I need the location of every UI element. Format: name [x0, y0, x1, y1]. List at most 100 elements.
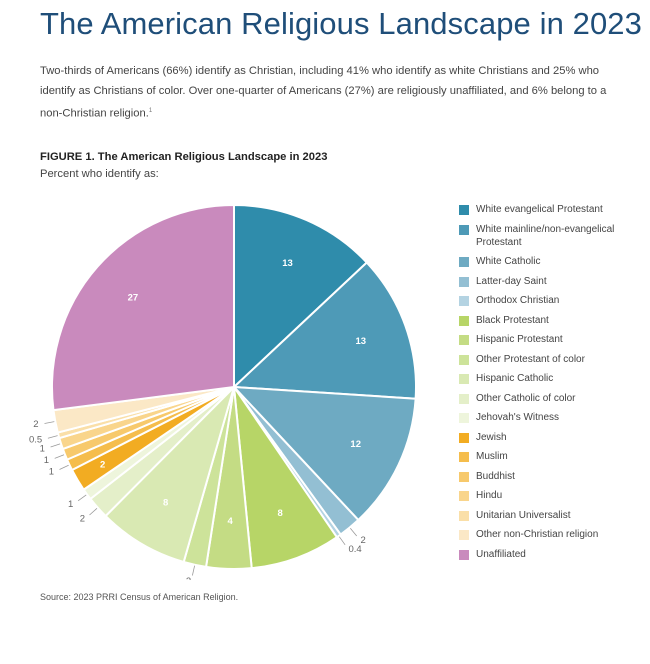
data-label-black-protestant: 8 [277, 508, 282, 519]
figure-subtitle: Percent who identify as: [40, 168, 159, 180]
pie-slices [50, 203, 417, 570]
leader-line-jehovah-s-witness [77, 494, 87, 502]
data-label-latter-day-saint: 2 [361, 535, 366, 546]
legend-label: Muslim [476, 451, 508, 462]
data-label-hispanic-catholic: 8 [163, 498, 168, 509]
pie-slice-unaffiliated [50, 203, 235, 412]
leader-line-other-protestant-of-color [192, 565, 195, 576]
legend-item-orthodox-christian: Orthodox Christian [459, 294, 644, 307]
leader-line-buddhist [54, 454, 65, 459]
leader-line-latter-day-saint [349, 528, 358, 537]
legend-label: Other Protestant of color [476, 353, 585, 365]
legend-item-hispanic-protestant: Hispanic Protestant [459, 333, 644, 346]
legend-label: Hindu [476, 490, 503, 501]
legend-item-other-non-christian-religion: Other non-Christian religion [459, 528, 644, 541]
legend-item-unitarian-universalist: Unitarian Universalist [459, 509, 644, 522]
legend-label: Hispanic Catholic [476, 373, 554, 384]
legend-swatch [459, 510, 469, 521]
legend-swatch [459, 374, 469, 384]
legend-label: White mainline/non-evangelical Protestan… [476, 223, 615, 248]
page-title: The American Religious Landscape in 2023 [40, 6, 642, 41]
legend-item-buddhist: Buddhist [459, 470, 644, 483]
pie-slice-black-protestant [233, 386, 339, 570]
leader-line-unitarian-universalist [47, 435, 58, 439]
legend-swatch [459, 276, 469, 287]
data-label-other-protestant-of-color: 2 [186, 576, 191, 580]
figure-label: FIGURE 1. The American Religious Landsca… [40, 151, 328, 163]
legend-label: Unitarian Universalist [476, 509, 571, 521]
legend-item-latter-day-saint: Latter-day Saint [459, 275, 644, 288]
legend-item-jewish: Jewish [459, 431, 644, 444]
legend-label: Jewish [476, 431, 507, 443]
intro-paragraph: Two-thirds of Americans (66%) identify a… [40, 61, 620, 124]
legend-swatch [459, 354, 469, 365]
footnote-marker: 1 [148, 108, 153, 114]
legend-label: Hispanic Protestant [476, 334, 563, 345]
data-label-hindu: 1 [40, 443, 45, 454]
legend-label: Jehovah's Witness [476, 412, 560, 423]
legend-item-other-protestant-of-color: Other Protestant of color [459, 353, 644, 366]
data-label-white-evangelical-protestant: 13 [282, 258, 293, 269]
legend-swatch [459, 432, 469, 443]
data-label-muslim: 1 [49, 467, 54, 478]
pie-leader-lines [44, 421, 358, 576]
legend-item-unaffiliated: Unaffiliated [459, 548, 644, 561]
leader-line-hindu [50, 443, 61, 448]
legend-swatch [459, 257, 469, 267]
legend-item-jehovah-s-witness: Jehovah's Witness [459, 411, 644, 424]
legend-swatch [459, 205, 469, 215]
data-label-other-non-christian-religion: 2 [33, 419, 38, 430]
legend-swatch [459, 452, 469, 462]
legend-label: Buddhist [476, 470, 515, 482]
legend-swatch [459, 491, 469, 501]
pie-slice-white-catholic [231, 385, 417, 522]
legend-label: Other Catholic of color [476, 392, 576, 404]
legend-label: Black Protestant [476, 314, 549, 326]
leader-line-other-catholic-of-color [89, 508, 98, 516]
legend-label: Unaffiliated [476, 548, 526, 560]
legend-swatch [459, 549, 469, 560]
data-label-unitarian-universalist: 0.5 [29, 434, 42, 445]
legend-label: White evangelical Protestant [476, 204, 603, 215]
legend-item-hindu: Hindu [459, 489, 644, 502]
pie-slice-white-evangelical-protestant [233, 203, 369, 390]
legend-swatch [459, 335, 469, 345]
data-label-buddhist: 1 [44, 455, 49, 466]
legend-item-black-protestant: Black Protestant [459, 314, 644, 327]
leader-line-other-non-christian-religion [44, 421, 55, 424]
legend-swatch [459, 315, 469, 326]
data-label-unaffiliated: 27 [128, 293, 139, 304]
pie-slice-hispanic-catholic [104, 386, 235, 564]
legend-swatch [459, 530, 469, 540]
intro-text: Two-thirds of Americans (66%) identify a… [40, 65, 607, 120]
legend-swatch [459, 393, 469, 404]
legend-label: Other non-Christian religion [476, 529, 599, 540]
leader-line-muslim [59, 464, 69, 470]
legend-item-white-mainline-non-evangelical-protestant: White mainline/non-evangelical Protestan… [459, 223, 644, 249]
data-label-other-catholic-of-color: 2 [80, 513, 85, 524]
data-label-hispanic-protestant: 4 [228, 516, 234, 527]
legend-item-white-evangelical-protestant: White evangelical Protestant [459, 203, 644, 216]
source-note: Source: 2023 PRRI Census of American Rel… [40, 592, 239, 602]
legend-swatch [459, 224, 469, 235]
legend-item-white-catholic: White Catholic [459, 255, 644, 268]
pie-slice-white-mainline-non-evangelical-protestant [231, 261, 417, 400]
leader-line-orthodox-christian [338, 536, 346, 546]
legend-item-hispanic-catholic: Hispanic Catholic [459, 372, 644, 385]
legend-item-muslim: Muslim [459, 450, 644, 463]
legend-swatch [459, 296, 469, 306]
data-label-white-mainline-non-evangelical-protestant: 13 [356, 336, 367, 347]
legend-item-other-catholic-of-color: Other Catholic of color [459, 392, 644, 405]
legend-swatch [459, 471, 469, 482]
data-label-orthodox-christian: 0.4 [349, 544, 362, 555]
data-label-jewish: 2 [100, 460, 105, 471]
legend-label: Orthodox Christian [476, 295, 560, 306]
legend-label: White Catholic [476, 256, 541, 267]
chart-legend: White evangelical Protestant White mainli… [459, 203, 644, 567]
legend-label: Latter-day Saint [476, 275, 547, 287]
legend-swatch [459, 413, 469, 423]
data-label-white-catholic: 12 [350, 439, 361, 450]
data-label-jehovah-s-witness: 1 [68, 499, 73, 510]
